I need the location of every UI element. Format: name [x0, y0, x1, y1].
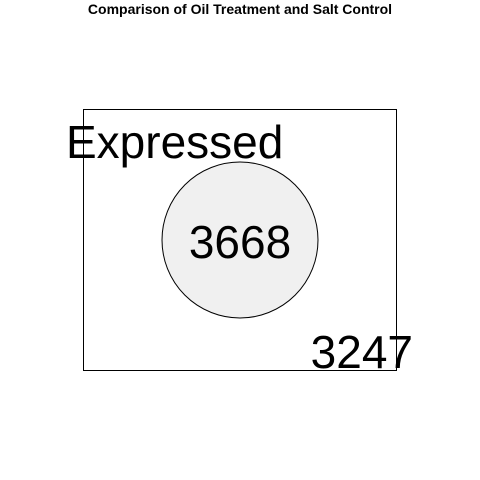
universe-box [83, 109, 397, 371]
expressed-set-circle [161, 161, 319, 319]
diagram-title: Comparison of Oil Treatment and Salt Con… [87, 1, 393, 17]
set-label-expressed: Expressed [66, 116, 283, 168]
inside-count: 3668 [189, 216, 291, 268]
outside-count: 3247 [311, 326, 413, 378]
